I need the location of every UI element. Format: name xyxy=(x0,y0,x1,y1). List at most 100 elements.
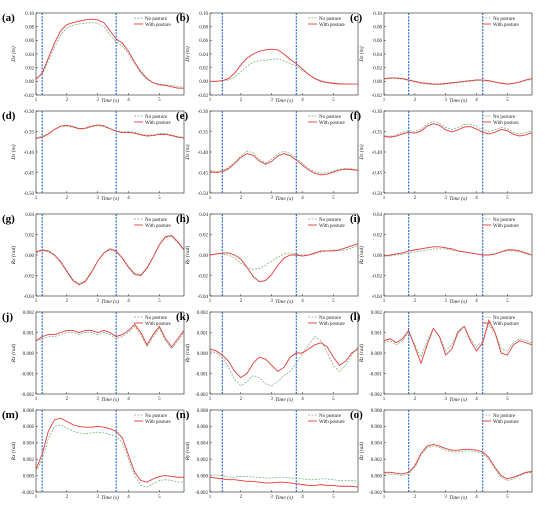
y-tick-label: -0.002 xyxy=(195,393,208,398)
y-tick-label: 0.02 xyxy=(373,233,382,238)
x-tick-label: 5 xyxy=(158,299,161,304)
x-tick-label: 3 xyxy=(270,495,273,500)
series-with-posture xyxy=(209,243,359,283)
y-tick-label: 0.004 xyxy=(371,442,383,447)
x-axis-label: Time (s) xyxy=(449,396,467,403)
y-tick-label: -0.04 xyxy=(198,295,209,300)
x-axis-label: Time (s) xyxy=(449,494,467,501)
y-tick-label: -0.002 xyxy=(369,393,382,398)
legend-label-with-posture: With posture xyxy=(493,23,520,28)
legend-label-with-posture: With posture xyxy=(145,224,172,229)
series-with-posture xyxy=(210,48,358,85)
x-tick-label: 4 xyxy=(127,299,130,304)
series-with-posture xyxy=(383,77,533,85)
y-tick-label: -0.04 xyxy=(372,295,383,300)
y-tick-label: 0.00 xyxy=(373,80,382,85)
y-tick-label: -0.45 xyxy=(198,171,209,176)
x-tick-label: 5 xyxy=(506,299,509,304)
x-axis-label: Time (s) xyxy=(449,97,467,104)
y-tick-label: 0.002 xyxy=(371,458,383,463)
panel-l: (l) -0.002 -0.001 0.000 0.001 0.002 1 2 3 4 5 Time … xyxy=(350,311,533,403)
y-tick-label: 0.00 xyxy=(25,254,34,259)
series-no-posture xyxy=(210,58,358,85)
y-axis-label: Ry (rad) xyxy=(184,246,191,266)
x-tick-label: 5 xyxy=(158,495,161,500)
series-no-posture xyxy=(209,474,359,482)
x-axis-label: Time (s) xyxy=(101,396,119,403)
y-tick-label: -0.002 xyxy=(21,393,34,398)
x-tick-label: 1 xyxy=(35,397,38,402)
x-tick-label: 4 xyxy=(127,196,130,201)
y-tick-label: -0.30 xyxy=(198,110,209,115)
x-tick-label: 3 xyxy=(270,397,273,402)
y-tick-label: 0.002 xyxy=(197,458,209,463)
x-tick-label: 1 xyxy=(383,196,386,201)
x-tick-label: 5 xyxy=(332,196,335,201)
y-tick-label: 0.02 xyxy=(199,233,208,238)
x-tick-label: 1 xyxy=(209,495,212,500)
x-axis-label: Time (s) xyxy=(275,494,293,501)
x-tick-label: 4 xyxy=(475,397,478,402)
x-tick-label: 3 xyxy=(96,196,99,201)
y-tick-label: 0.04 xyxy=(199,53,208,58)
y-axis-label: Rx (rad) xyxy=(10,246,17,266)
panel-label: (a) xyxy=(2,12,15,24)
series-no-posture xyxy=(384,248,533,257)
x-tick-label: 4 xyxy=(301,495,304,500)
legend-label-with-posture: With posture xyxy=(493,121,520,126)
y-tick-label: -0.002 xyxy=(195,491,208,496)
y-tick-label: -0.50 xyxy=(372,192,383,197)
panel-label: (d) xyxy=(2,110,16,122)
x-tick-label: 4 xyxy=(301,98,304,103)
x-tick-label: 2 xyxy=(414,299,417,304)
x-tick-label: 1 xyxy=(35,299,38,304)
axes-frame xyxy=(209,409,359,493)
legend-label-with-posture: With posture xyxy=(493,224,520,229)
legend-label-no-posture: No posture xyxy=(145,17,168,22)
axes-frame xyxy=(35,409,185,493)
panel-label: (g) xyxy=(2,213,15,225)
x-axis-label: Time (s) xyxy=(101,298,119,305)
panel-m: (m) -0.002 0.000 0.002 0.004 0.006 0.008 1 2 3 4 5 T… xyxy=(2,409,185,501)
y-axis-label: Ry (rad) xyxy=(184,442,191,462)
y-tick-label: 0.02 xyxy=(199,66,208,71)
panel-b: (b) -0.02 0.00 0.02 0.04 0.06 0.08 0.10 1 2 3 4 5 Tim… xyxy=(176,12,359,104)
series-no-posture xyxy=(35,236,185,285)
series-with-posture xyxy=(35,18,184,89)
x-tick-label: 3 xyxy=(96,397,99,402)
x-tick-label: 2 xyxy=(66,495,69,500)
x-tick-label: 5 xyxy=(158,98,161,103)
y-tick-label: 0.001 xyxy=(371,331,383,336)
x-tick-label: 3 xyxy=(96,98,99,103)
series-with-posture xyxy=(383,123,533,138)
x-tick-label: 2 xyxy=(240,495,243,500)
x-axis-label: Time (s) xyxy=(449,298,467,305)
x-tick-label: 2 xyxy=(240,299,243,304)
y-tick-label: 0.04 xyxy=(373,53,382,58)
x-tick-label: 1 xyxy=(35,98,38,103)
x-tick-label: 1 xyxy=(383,98,386,103)
y-axis-label: Dz (m) xyxy=(184,144,191,160)
y-tick-label: -0.002 xyxy=(369,491,382,496)
x-tick-label: 5 xyxy=(158,397,161,402)
x-tick-label: 5 xyxy=(506,397,509,402)
y-tick-label: -0.50 xyxy=(198,192,209,197)
panel-label: (k) xyxy=(176,311,190,323)
y-tick-label: 0.000 xyxy=(23,352,35,357)
y-axis-label: Rz (rad) xyxy=(358,344,365,363)
y-tick-label: -0.02 xyxy=(372,94,383,99)
x-axis-label: Time (s) xyxy=(275,396,293,403)
x-tick-label: 3 xyxy=(96,299,99,304)
x-tick-label: 2 xyxy=(66,299,69,304)
axes-frame xyxy=(383,409,533,493)
y-tick-label: -0.02 xyxy=(24,94,35,99)
x-tick-label: 5 xyxy=(332,397,335,402)
panel-d: (d) -0.50 -0.45 -0.40 -0.35 -0.30 1 2 3 4 5 Time (s… xyxy=(2,110,185,202)
x-tick-label: 4 xyxy=(475,98,478,103)
x-tick-label: 3 xyxy=(270,299,273,304)
y-tick-label: 0.10 xyxy=(199,12,208,17)
x-tick-label: 3 xyxy=(444,196,447,201)
x-tick-label: 3 xyxy=(270,98,273,103)
y-axis-label: Rz (rad) xyxy=(358,442,365,461)
y-tick-label: -0.40 xyxy=(372,151,383,156)
